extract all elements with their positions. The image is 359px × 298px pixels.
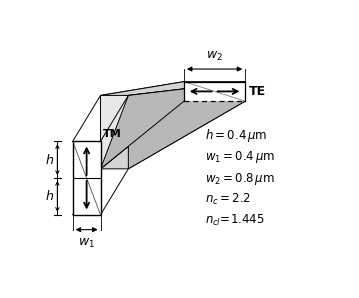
Text: $h$: $h$ [45,153,53,167]
Polygon shape [101,82,245,169]
Text: $h$: $h$ [45,190,53,203]
Polygon shape [101,82,184,169]
Text: $w_1 = 0.4\,\mu\mathrm{m}$: $w_1 = 0.4\,\mu\mathrm{m}$ [205,149,275,165]
Polygon shape [129,82,245,169]
Polygon shape [184,82,245,101]
Text: $h = 0.4\,\mu\mathrm{m}$: $h = 0.4\,\mu\mathrm{m}$ [205,127,267,144]
Text: $w_2 = 0.8\,\mu\mathrm{m}$: $w_2 = 0.8\,\mu\mathrm{m}$ [205,171,275,187]
Polygon shape [101,101,245,169]
Text: $w_2$: $w_2$ [206,50,223,63]
Text: TM: TM [103,129,122,139]
Text: $n_c = 2.2$: $n_c = 2.2$ [205,192,251,207]
Polygon shape [73,141,101,215]
Polygon shape [101,82,245,95]
Text: $w_1$: $w_1$ [78,237,95,250]
Text: $n_{cl}\!=\!1.445$: $n_{cl}\!=\!1.445$ [205,213,265,228]
Text: TE: TE [250,85,266,98]
